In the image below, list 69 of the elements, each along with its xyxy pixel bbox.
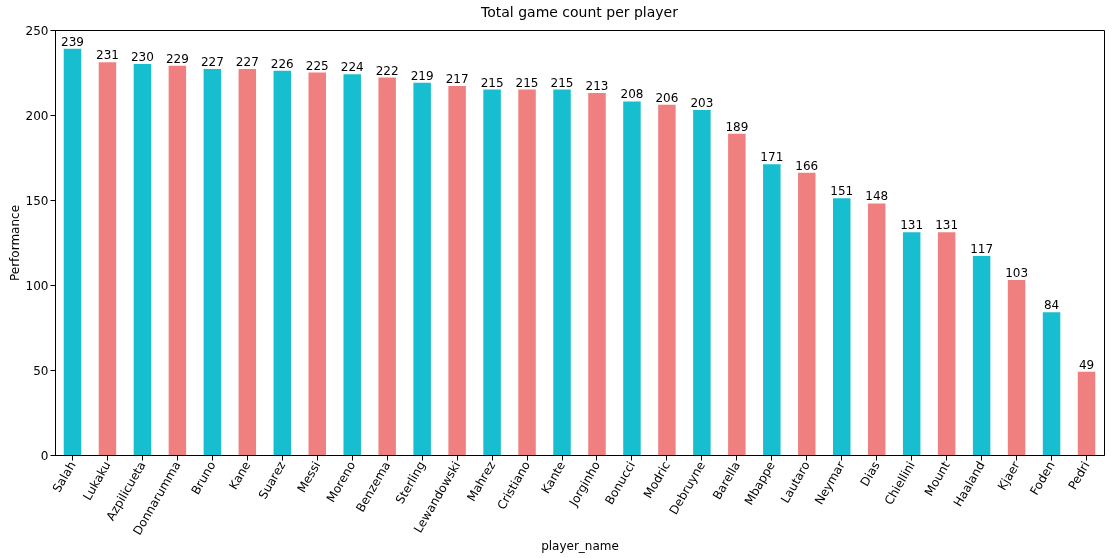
bar xyxy=(308,72,326,455)
y-axis-title: Performance xyxy=(7,204,22,282)
bar xyxy=(1042,312,1061,455)
data-label: 229 xyxy=(165,51,189,66)
bar xyxy=(1077,371,1096,455)
bar xyxy=(798,172,816,455)
bar xyxy=(273,70,292,455)
bar xyxy=(203,69,222,455)
bar xyxy=(972,256,991,455)
data-label: 49 xyxy=(1078,357,1095,372)
data-label: 231 xyxy=(96,48,119,63)
bar xyxy=(588,92,606,455)
bar xyxy=(623,101,641,455)
data-label: 203 xyxy=(690,95,714,110)
y-tick-label: 250 xyxy=(25,23,49,38)
data-label: 222 xyxy=(375,63,399,78)
bar xyxy=(413,82,431,455)
bar xyxy=(518,89,536,455)
bar xyxy=(168,65,187,455)
bar xyxy=(378,77,396,455)
data-label: 213 xyxy=(585,78,609,93)
bar xyxy=(553,89,571,455)
bar xyxy=(693,109,711,455)
bar xyxy=(133,64,152,455)
data-label: 84 xyxy=(1043,298,1060,313)
x-axis-title: player_name xyxy=(541,538,619,553)
bar xyxy=(448,86,466,455)
data-label: 215 xyxy=(480,75,504,90)
data-label: 239 xyxy=(61,34,84,49)
bar xyxy=(833,198,851,455)
data-label: 227 xyxy=(235,55,259,70)
data-label: 166 xyxy=(795,158,819,173)
bar xyxy=(763,164,781,455)
data-label: 131 xyxy=(900,218,924,233)
data-label: 148 xyxy=(865,189,889,204)
data-label: 215 xyxy=(550,75,574,90)
data-label: 224 xyxy=(340,60,364,75)
y-tick-label: 50 xyxy=(33,363,49,378)
data-label: 230 xyxy=(130,50,154,64)
data-label: 215 xyxy=(515,75,539,90)
bar xyxy=(937,232,956,455)
data-label: 117 xyxy=(970,242,994,257)
data-label: 225 xyxy=(305,58,329,73)
data-label: 219 xyxy=(410,68,434,83)
y-tick-label: 0 xyxy=(40,448,49,463)
bar xyxy=(658,104,676,455)
bar xyxy=(902,232,921,455)
bar xyxy=(483,89,501,455)
data-label: 208 xyxy=(620,87,644,102)
bar xyxy=(98,62,117,455)
bar xyxy=(238,69,257,455)
data-label: 226 xyxy=(270,56,294,71)
data-label: 217 xyxy=(445,72,469,87)
bar xyxy=(1007,279,1026,455)
y-tick-label: 200 xyxy=(25,108,49,123)
chart-title: Total game count per player xyxy=(480,4,679,20)
data-label: 103 xyxy=(1005,265,1029,280)
data-label: 131 xyxy=(935,218,959,233)
y-tick-label: 100 xyxy=(25,278,49,293)
data-label: 227 xyxy=(200,55,224,70)
bar xyxy=(343,74,361,455)
bar xyxy=(728,133,746,455)
y-tick-label: 150 xyxy=(25,193,49,208)
bar xyxy=(63,48,82,455)
data-label: 171 xyxy=(760,150,784,165)
data-label: 151 xyxy=(830,184,854,199)
bar xyxy=(867,203,886,455)
data-label: 206 xyxy=(655,90,679,105)
data-label: 189 xyxy=(725,119,749,134)
